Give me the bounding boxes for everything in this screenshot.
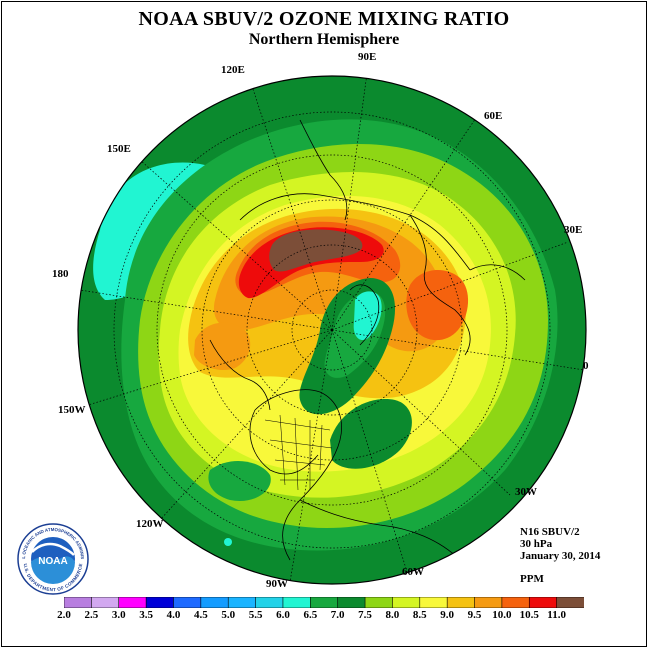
colorbar-tick-label: 4.5	[193, 609, 208, 621]
lon-label-30w: 30W	[515, 486, 537, 498]
field-vortex-core	[353, 291, 382, 341]
field-cell-europe	[406, 269, 469, 341]
lon-label-120e: 120E	[221, 64, 245, 76]
colorbar-swatch	[337, 597, 366, 608]
field-cell-alaska	[194, 322, 251, 371]
colorbar-swatch	[91, 597, 120, 608]
colorbar-swatch	[200, 597, 229, 608]
colorbar-tick-label: 9.5	[467, 609, 482, 621]
colorbar-swatch	[392, 597, 421, 608]
colorbar-tick-label: 11.0	[547, 609, 566, 621]
colorbar-swatch	[118, 597, 147, 608]
lon-label-150e: 150E	[107, 143, 131, 155]
map-title: NOAA SBUV/2 OZONE MIXING RATIO	[138, 8, 510, 30]
colorbar-tick-label: 8.5	[412, 609, 427, 621]
info-date: January 30, 2014	[520, 550, 601, 562]
info-units: PPM	[520, 573, 544, 585]
colorbar-swatch	[528, 597, 558, 608]
lon-label-120w: 120W	[136, 518, 164, 530]
colorbar-tick-label: 2.0	[57, 609, 71, 621]
noaa-logo: NOAA NATIONAL OCEANIC AND ATMOSPHERIC AD…	[16, 522, 89, 595]
map-boundary	[77, 75, 587, 585]
colorbar-tick-label: 2.5	[84, 609, 99, 621]
colorbar-tick-label: 10.5	[519, 609, 539, 621]
lon-label-180: 180	[52, 268, 69, 280]
logo-text: NOAA	[38, 556, 67, 567]
colorbar-swatch	[364, 597, 394, 608]
colorbar-tick-label: 10.0	[492, 609, 512, 621]
info-satellite: N16 SBUV/2	[520, 526, 580, 538]
colorbar-tick-label: 6.0	[276, 609, 290, 621]
lon-label-150w: 150W	[58, 404, 86, 416]
colorbar-swatch	[310, 597, 339, 608]
colorbar-tick-label: 8.0	[385, 609, 400, 621]
lon-label-0: 0	[583, 360, 589, 372]
colorbar-swatch	[64, 597, 92, 608]
state-borders	[264, 414, 333, 491]
colorbar-tick-label: 4.0	[166, 609, 181, 621]
field-blob-pacific	[208, 460, 271, 501]
colorbar-swatch	[255, 597, 284, 608]
colorbar-swatch	[556, 597, 584, 608]
colorbar-swatch	[145, 597, 175, 608]
colorbar-swatch	[446, 597, 476, 608]
lon-label-90w: 90W	[266, 578, 288, 590]
colorbar-tick-label: 5.5	[248, 609, 263, 621]
lon-label-90e: 90E	[358, 51, 377, 63]
field-blob-atlantic	[330, 399, 412, 469]
colorbar-swatch	[474, 597, 503, 608]
map-subtitle: Northern Hemisphere	[248, 31, 400, 48]
lon-label-60w: 60W	[402, 566, 424, 578]
colorbar	[64, 597, 584, 608]
colorbar-tick-label: 7.0	[330, 609, 345, 621]
info-level: 30 hPa	[520, 538, 553, 550]
colorbar-tick-label: 3.5	[139, 609, 153, 621]
colorbar-tick-label: 3.0	[111, 609, 126, 621]
colorbar-swatch	[419, 597, 448, 608]
colorbar-tick-label: 9.0	[440, 609, 455, 621]
field-max	[269, 229, 363, 272]
field-dot	[224, 538, 232, 546]
lon-label-60e: 60E	[484, 110, 503, 122]
colorbar-swatch	[173, 597, 202, 608]
colorbar-tick-label: 6.5	[303, 609, 318, 621]
coastlines	[209, 119, 526, 561]
colorbar-tick-label: 5.0	[221, 609, 236, 621]
colorbar-tick-label: 7.5	[358, 609, 372, 621]
colorbar-swatch	[227, 597, 257, 608]
colorbar-swatch	[501, 597, 530, 608]
lon-label-30e: 30E	[564, 224, 583, 236]
colorbar-swatch	[282, 597, 311, 608]
